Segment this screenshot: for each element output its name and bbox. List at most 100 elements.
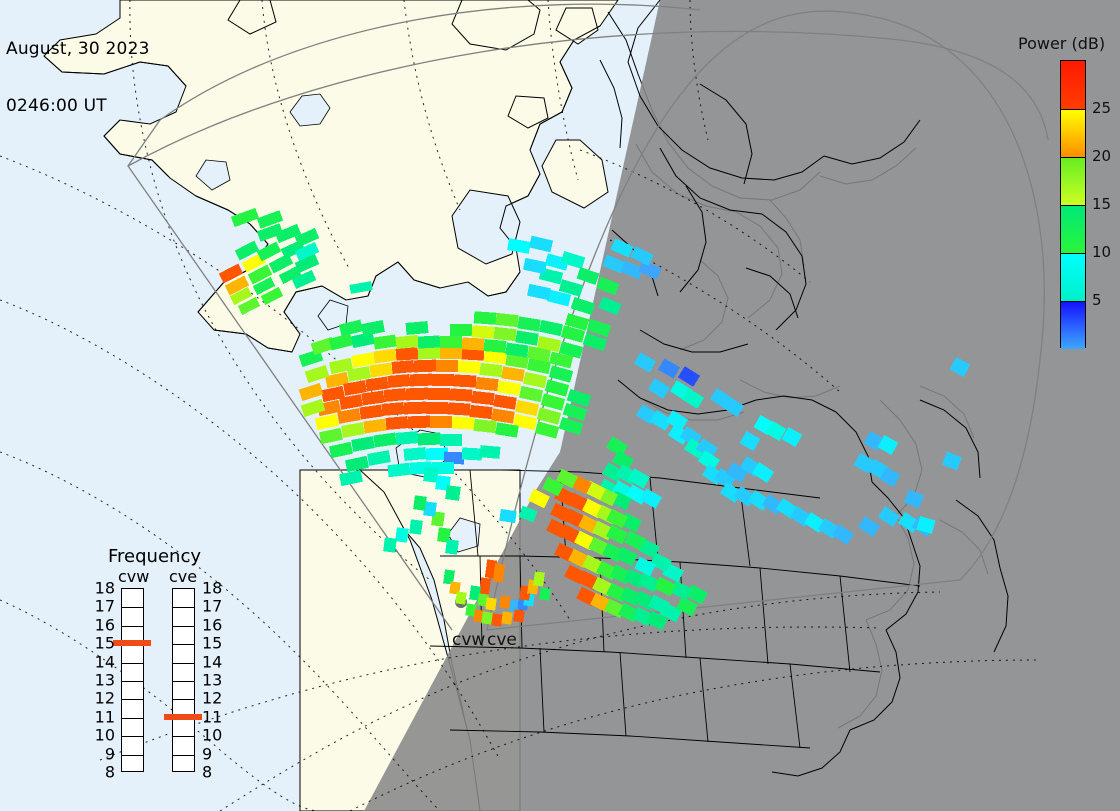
backscatter-cell — [314, 413, 340, 431]
backscatter-cell — [949, 357, 971, 377]
backscatter-cell — [310, 336, 336, 356]
backscatter-cell — [695, 438, 719, 459]
backscatter-cell — [683, 438, 707, 459]
colorbar-tick-25: 25 — [1092, 99, 1112, 117]
colorbar-band-20-25 — [1061, 109, 1085, 157]
backscatter-cell — [260, 287, 284, 305]
backscatter-cell — [423, 501, 437, 517]
backscatter-cell — [417, 346, 441, 360]
backscatter-cell — [373, 334, 397, 350]
backscatter-cell — [367, 450, 391, 466]
backscatter-cell — [338, 469, 364, 487]
backscatter-cell — [373, 348, 397, 364]
backscatter-cell — [381, 402, 405, 416]
backscatter-cell — [518, 505, 538, 523]
fov-outlines — [127, 3, 1049, 631]
water-great-lakes — [289, 93, 331, 127]
backscatter-cell — [256, 223, 284, 242]
backscatter-cell — [457, 360, 481, 374]
frequency-tick-cve-18: 18 — [202, 578, 223, 598]
map-site-label-cvw: cvw — [452, 630, 486, 650]
backscatter-cell — [697, 450, 721, 471]
backscatter-cell — [499, 508, 517, 524]
backscatter-cell — [558, 341, 584, 359]
backscatter-cell — [443, 451, 465, 465]
backscatter-cell — [649, 410, 673, 431]
backscatter-cell — [916, 516, 936, 534]
backscatter-cell — [638, 572, 660, 593]
frequency-cell — [122, 625, 143, 644]
backscatter-cell — [337, 408, 361, 424]
backscatter-cell — [461, 347, 485, 361]
backscatter-cell — [473, 418, 497, 434]
colorbar-band-0-5 — [1061, 301, 1085, 349]
backscatter-cell — [493, 394, 517, 410]
backscatter-cell — [528, 488, 550, 509]
backscatter-cell — [361, 390, 385, 406]
backscatter-cell — [405, 387, 429, 401]
backscatter-cell — [611, 450, 635, 471]
backscatter-cell — [493, 326, 517, 342]
backscatter-cell — [383, 388, 407, 402]
frequency-cell — [122, 754, 143, 773]
backscatter-cell — [300, 398, 326, 418]
backscatter-cell — [361, 320, 385, 336]
frequency-bar-cve[interactable] — [172, 588, 195, 772]
backscatter-cell — [534, 421, 560, 439]
backscatter-cell — [387, 374, 411, 388]
backscatter-cell — [247, 264, 273, 285]
backscatter-cell — [483, 349, 507, 365]
backscatter-cell — [670, 580, 692, 601]
colorbar-tick-20: 20 — [1092, 147, 1112, 165]
colorbar-title: Power (dB) — [1018, 34, 1106, 53]
backscatter-cell — [395, 431, 419, 445]
backscatter-cell — [234, 240, 260, 261]
colorbar-band-15-20 — [1061, 157, 1085, 205]
frequency-cell — [122, 662, 143, 681]
backscatter-cell — [483, 339, 507, 353]
backscatter-cell — [461, 447, 483, 461]
backscatter-cell — [230, 207, 260, 228]
backscatter-cell — [598, 296, 622, 316]
timestamp: August, 30 2023 0246:00 UT — [6, 2, 150, 154]
backscatter-cell — [505, 342, 529, 358]
backscatter-cell — [328, 441, 354, 459]
frequency-tick-cvw-8: 8 — [104, 762, 115, 782]
backscatter-cell — [347, 366, 371, 382]
backscatter-cell — [465, 603, 477, 617]
frequency-cell — [173, 736, 194, 754]
backscatter-cell — [570, 296, 596, 316]
backscatter-cell — [582, 332, 608, 352]
backscatter-cell — [495, 312, 519, 328]
backscatter-cell — [540, 393, 566, 411]
frequency-cell — [122, 644, 143, 662]
backscatter-cell — [634, 556, 656, 577]
backscatter-cell — [601, 462, 625, 483]
backscatter-cell — [268, 253, 294, 274]
colorbar-ticks: 25 20 15 10 5 — [1092, 60, 1120, 348]
backscatter-cell — [877, 434, 899, 456]
frequency-tick-cve-9: 9 — [202, 744, 213, 764]
frequency-cell — [173, 644, 194, 662]
backscatter-cell — [879, 466, 901, 488]
backscatter-cell — [477, 593, 489, 607]
backscatter-cell — [436, 360, 458, 372]
backscatter-cell — [440, 434, 462, 446]
frequency-cell — [173, 699, 194, 717]
backscatter-cell — [445, 485, 461, 501]
backscatter-cell — [409, 519, 423, 535]
backscatter-cell — [765, 420, 787, 442]
backscatter-cell — [686, 584, 708, 605]
backscatter-cell — [471, 390, 495, 406]
backscatter-cell — [501, 611, 513, 625]
frequency-cell — [173, 680, 194, 699]
backscatter-cell — [620, 260, 644, 280]
frequency-tick-cve-12: 12 — [202, 688, 223, 708]
backscatter-cell — [440, 347, 462, 359]
backscatter-cell — [739, 430, 761, 452]
frequency-cell — [122, 717, 143, 736]
backscatter-cell — [351, 436, 375, 452]
frequency-cell — [173, 607, 194, 625]
backscatter-cell — [453, 374, 477, 388]
frequency-bar-cvw[interactable] — [121, 588, 144, 772]
